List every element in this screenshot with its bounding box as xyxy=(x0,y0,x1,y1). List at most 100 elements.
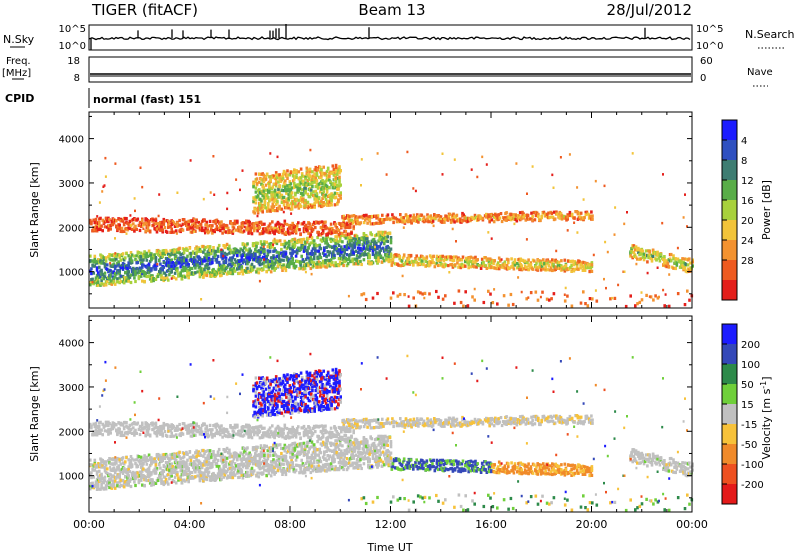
power-echo xyxy=(640,291,643,294)
power-echo xyxy=(133,197,136,200)
power-echo xyxy=(273,209,277,213)
power-echo xyxy=(249,249,253,253)
power-echo xyxy=(575,265,579,269)
power-echo xyxy=(240,255,244,259)
power-echo xyxy=(207,266,211,270)
power-echo xyxy=(638,300,642,304)
power-echo xyxy=(591,214,594,218)
power-echo xyxy=(636,257,639,261)
power-echo xyxy=(371,252,375,256)
power-echo xyxy=(314,249,317,253)
power-echo xyxy=(146,226,150,230)
power-echo xyxy=(320,168,323,172)
power-echo xyxy=(467,266,470,270)
power-echo xyxy=(184,268,187,272)
power-echo xyxy=(263,229,266,233)
power-echo xyxy=(293,237,297,241)
power-echo xyxy=(188,268,192,272)
power-echo xyxy=(355,254,359,258)
power-echo xyxy=(310,258,314,262)
power-echo xyxy=(139,166,142,169)
velocity-echo xyxy=(179,475,182,479)
power-echo xyxy=(135,227,138,231)
power-echo xyxy=(463,214,467,219)
power-echo xyxy=(150,268,153,272)
power-echo xyxy=(398,292,402,297)
power-echo xyxy=(332,167,336,171)
power-echo xyxy=(346,242,350,246)
power-echo xyxy=(144,229,147,233)
power-echo xyxy=(190,230,194,234)
power-echo xyxy=(576,212,580,216)
power-echo xyxy=(529,291,533,295)
power-echo xyxy=(311,241,315,245)
power-echo xyxy=(259,262,263,266)
power-echo xyxy=(638,253,641,257)
power-echo xyxy=(336,240,340,244)
velocity-echo xyxy=(116,481,119,485)
power-echo xyxy=(325,190,329,194)
power-echo xyxy=(382,220,385,224)
power-echo xyxy=(169,260,172,265)
power-echo xyxy=(133,229,136,233)
velocity-echo xyxy=(115,468,118,472)
power-echo xyxy=(412,187,415,190)
power-echo xyxy=(210,228,213,232)
power-echo xyxy=(499,212,503,216)
power-echo xyxy=(630,250,633,254)
power-echo xyxy=(452,258,456,262)
power-echo xyxy=(339,191,342,195)
power-echo xyxy=(99,216,102,220)
power-echo xyxy=(282,258,285,262)
power-echo xyxy=(293,177,296,181)
velocity-echo xyxy=(108,485,111,490)
power-echo xyxy=(143,250,146,254)
power-echo xyxy=(527,268,530,272)
power-echo xyxy=(355,257,359,261)
power-echo xyxy=(402,253,406,257)
power-echo xyxy=(286,228,290,232)
power-echo xyxy=(129,214,132,217)
power-echo xyxy=(284,250,288,254)
power-echo xyxy=(417,220,420,224)
power-echo xyxy=(248,220,251,224)
power-echo xyxy=(96,281,100,285)
velocity-echo xyxy=(89,487,92,491)
power-frame xyxy=(88,111,693,309)
power-echo xyxy=(678,265,682,269)
power-echo xyxy=(90,220,93,224)
power-echo xyxy=(196,270,199,274)
power-echo xyxy=(675,263,679,267)
velocity-echo xyxy=(159,474,162,478)
power-echo xyxy=(256,214,259,218)
power-echo xyxy=(432,261,435,265)
power-echo xyxy=(264,183,268,187)
power-echo xyxy=(231,256,235,260)
power-echo xyxy=(220,265,223,269)
power-echo xyxy=(216,254,220,258)
power-echo xyxy=(502,294,506,298)
power-echo xyxy=(99,275,102,279)
power-echo xyxy=(318,243,322,247)
power-echo xyxy=(380,240,384,244)
power-echo xyxy=(378,237,381,242)
power-echo xyxy=(250,232,254,236)
power-echo xyxy=(93,221,97,225)
power-echo xyxy=(288,184,292,189)
power-echo xyxy=(647,254,650,258)
power-echo xyxy=(334,242,337,246)
power-echo xyxy=(207,230,211,234)
power-echo xyxy=(321,229,325,233)
power-echo xyxy=(101,218,104,222)
power-echo xyxy=(202,250,205,254)
velocity-echo xyxy=(186,452,189,456)
power-echo xyxy=(194,229,197,233)
power-echo xyxy=(278,229,282,233)
velocity-echo xyxy=(146,458,150,462)
power-echo xyxy=(261,210,264,214)
power-echo xyxy=(295,197,298,201)
power-echo xyxy=(582,198,585,201)
velocity-echo xyxy=(148,463,152,468)
power-echo xyxy=(310,252,314,256)
power-echo xyxy=(307,246,310,250)
